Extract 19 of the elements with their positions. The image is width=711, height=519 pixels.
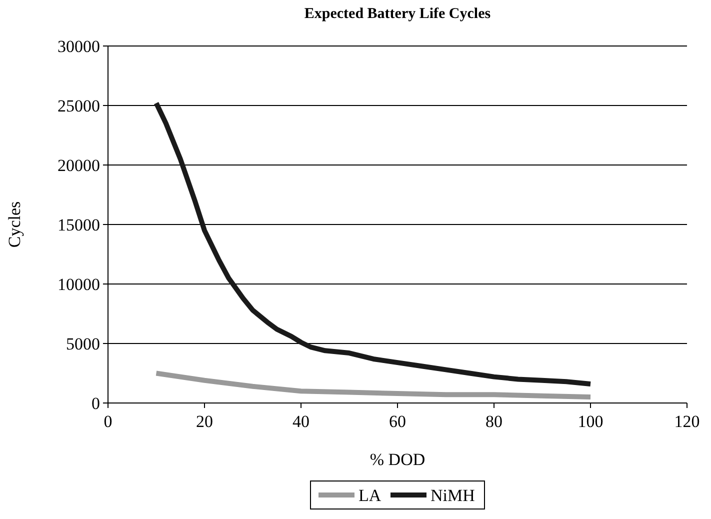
x-tick-label: 80 — [486, 412, 502, 431]
x-tick-label: 120 — [674, 412, 700, 431]
y-tick-label: 10000 — [58, 275, 100, 294]
x-tick-label: 20 — [196, 412, 213, 431]
y-tick-label: 30000 — [58, 37, 100, 56]
chart-title: Expected Battery Life Cycles — [304, 6, 491, 22]
x-tick-label: 100 — [578, 412, 604, 431]
y-tick-label: 0 — [92, 394, 100, 413]
x-tick-label: 0 — [104, 412, 112, 431]
y-tick-label: 25000 — [58, 96, 100, 116]
x-tick-label: 60 — [389, 412, 406, 431]
legend-label: LA — [358, 486, 382, 505]
y-tick-label: 20000 — [58, 156, 100, 175]
legend-label: NiMH — [430, 486, 475, 505]
x-axis-title: % DOD — [370, 450, 426, 469]
y-tick-label: 15000 — [58, 216, 100, 234]
y-axis-title: Cycles — [5, 201, 24, 248]
x-tick-label: 40 — [292, 412, 310, 431]
y-tick-label: 5000 — [66, 334, 100, 354]
